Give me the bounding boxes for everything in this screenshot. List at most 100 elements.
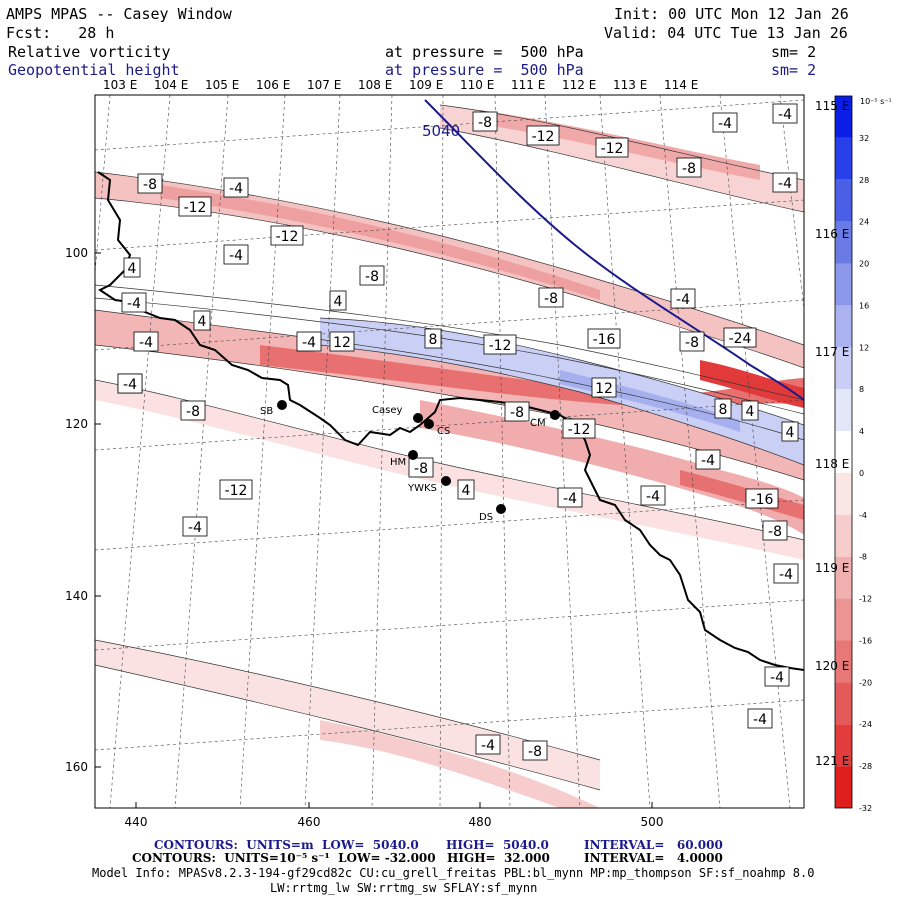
colorbar-label: -24 <box>859 720 872 729</box>
contour-label-box <box>270 225 304 246</box>
contour-label-box <box>714 398 732 419</box>
contour-label-box <box>526 125 560 146</box>
vorticity-field: -8 -12 -4 -4 -12 -8 -4 -8 -4 -12 -12 -4 4 -8 4 -8 -4 -4 4 -… <box>95 95 804 808</box>
contour-label: -12 <box>184 200 207 216</box>
vorticity-band-southwest <box>95 640 600 790</box>
vorticity-contour-high: HIGH= 32.000 <box>447 851 550 865</box>
contour-label: -12 <box>489 338 512 354</box>
station-label: DS <box>479 512 493 523</box>
contour-label-box <box>483 334 517 355</box>
colorbar-label: 32 <box>859 134 869 143</box>
field1-level: at pressure = 500 hPa <box>385 43 584 61</box>
colorbar-swatch <box>835 640 852 683</box>
contour-label: -16 <box>593 332 616 348</box>
contour-label-box <box>747 708 773 729</box>
contour-label-box <box>133 331 159 352</box>
contour-label: -12 <box>225 483 248 499</box>
contour-label-box <box>193 310 211 331</box>
field2-smoothing: sm= 2 <box>771 61 817 79</box>
contour-label: -4 <box>481 738 495 754</box>
contour-label: -4 <box>778 176 792 192</box>
contour-label: -8 <box>768 524 782 540</box>
field1-name: Relative vorticity <box>8 43 171 61</box>
right-lon-label: 121 E <box>815 754 849 768</box>
top-lon-label: 114 E <box>664 78 698 92</box>
colorbar-label: -32 <box>859 804 872 813</box>
contour-label: -4 <box>779 567 793 583</box>
positive-vorticity-band <box>320 318 804 465</box>
contour-label: -4 <box>302 335 316 351</box>
plot-frame <box>94 94 805 809</box>
contour-label-box <box>180 400 206 421</box>
contour-label: -8 <box>186 404 200 420</box>
top-lon-label: 111 E <box>511 78 545 92</box>
station-marker <box>496 504 506 514</box>
vorticity-contour-interval: INTERVAL= 4.0000 <box>584 851 723 865</box>
height-contour-info: CONTOURS: UNITS=m LOW= 5040.0 <box>154 838 419 852</box>
right-lon-label: 115 E <box>815 99 849 113</box>
contour-label: -4 <box>127 296 141 312</box>
right-longitude-labels: 115 E 116 E 117 E 118 E 119 E 120 E 121 E <box>815 99 849 768</box>
colorbar-label: -8 <box>859 553 867 562</box>
contour-label: -4 <box>123 377 137 393</box>
colorbar-swatch <box>835 96 852 138</box>
top-lon-label: 108 E <box>358 78 392 92</box>
contour-label-box <box>640 485 666 506</box>
contour-label: 4 <box>786 425 795 441</box>
contour-label-box <box>745 488 779 509</box>
contour-label-box <box>424 328 442 349</box>
contour-label-box <box>223 177 249 198</box>
contour-label: 4 <box>462 483 471 499</box>
station-marker <box>413 413 423 423</box>
contour-label-box <box>223 244 249 265</box>
colorbar-label: -12 <box>859 595 872 604</box>
colorbar-label: 16 <box>859 301 869 310</box>
forecast-hour: Fcst: 28 h <box>6 24 115 42</box>
contour-label-box <box>723 327 757 348</box>
colorbar-label: 28 <box>859 176 869 185</box>
height-contour-label: 5040 <box>422 122 460 140</box>
colorbar-swatch <box>835 431 852 473</box>
top-lon-label: 113 E <box>613 78 647 92</box>
contour-label-box <box>772 172 798 193</box>
init-time: Init: 00 UTC Mon 12 Jan 26 <box>614 5 849 23</box>
contour-label-box <box>329 331 355 352</box>
contour-label-box <box>670 288 696 309</box>
contour-label: -12 <box>568 422 591 438</box>
station-marker <box>441 476 451 486</box>
colorbar-swatch <box>835 389 852 432</box>
contour-label: -8 <box>414 461 428 477</box>
vorticity-band-main-max <box>700 360 804 408</box>
contour-label-box <box>408 457 434 478</box>
contour-label: 8 <box>429 332 438 348</box>
colorbar-swatch <box>835 221 852 264</box>
contour-label: -12 <box>532 129 555 145</box>
top-lon-label: 107 E <box>307 78 341 92</box>
contour-label: 4 <box>746 404 755 420</box>
contour-label: 4 <box>198 314 207 330</box>
contour-label-box <box>591 377 617 398</box>
top-lon-label: 104 E <box>154 78 188 92</box>
contour-label: -4 <box>770 670 784 686</box>
contour-label-box <box>773 563 799 584</box>
station-label: CM <box>530 418 546 429</box>
colorbar-label: 20 <box>859 260 869 269</box>
contour-label-box <box>762 520 788 541</box>
contour-label: -4 <box>778 107 792 123</box>
colorbar-swatch <box>835 179 852 222</box>
contour-label: -4 <box>753 712 767 728</box>
x-tick-label: 480 <box>469 815 492 829</box>
contour-label-box <box>472 111 498 132</box>
contour-label: -12 <box>276 229 299 245</box>
contour-label-box <box>123 257 141 278</box>
contour-label: 8 <box>719 402 728 418</box>
y-tick-label: 120 <box>65 417 88 431</box>
contour-label: 4 <box>128 261 137 277</box>
y-tick-label: 140 <box>65 589 88 603</box>
colorbar: 32 28 24 20 16 12 8 4 0 -4 -8 -12 -16 -20 -24 -28 -32 <box>834 95 872 813</box>
top-longitude-labels: 103 E 104 E 105 E 106 E 107 E 108 E 109 E 110 E… <box>103 78 698 92</box>
colorbar-swatch <box>835 514 852 557</box>
contour-label-box <box>121 292 147 313</box>
top-lon-label: 105 E <box>205 78 239 92</box>
